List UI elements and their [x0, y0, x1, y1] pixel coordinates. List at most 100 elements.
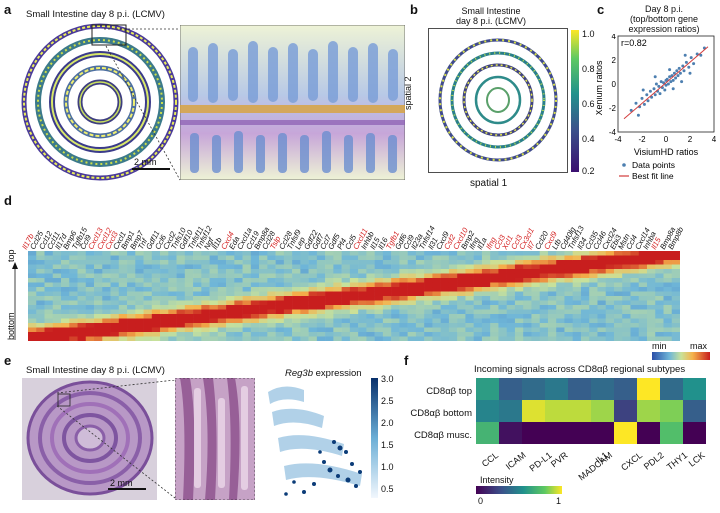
heatmap-cell — [481, 296, 491, 301]
heatmap-cell — [440, 323, 450, 328]
heatmap-cell — [473, 332, 483, 337]
heatmap-cell — [168, 314, 177, 319]
heatmap-cell — [143, 287, 153, 292]
heatmap-cell — [52, 255, 62, 261]
heatmap-cell — [457, 282, 466, 288]
heatmap-cell — [481, 336, 491, 341]
heatmap-cell — [176, 255, 186, 261]
heatmap-cell — [234, 300, 243, 306]
heatmap-cell — [605, 287, 615, 292]
heatmap-cell — [415, 300, 425, 306]
heatmap-cell — [457, 291, 466, 297]
f-col-label: THY1 — [664, 450, 689, 473]
heatmap-cell — [630, 255, 640, 261]
heatmap-cell — [523, 318, 532, 324]
heatmap-cell — [102, 282, 111, 288]
heatmap-cell — [399, 305, 408, 310]
heatmap-cell — [316, 264, 326, 270]
legend-points-marker — [622, 163, 626, 167]
heatmap-cell — [539, 305, 549, 310]
heatmap-cell — [69, 255, 78, 261]
heatmap-cell — [36, 282, 45, 288]
heatmap-cell — [407, 318, 417, 324]
heatmap-cell — [556, 251, 565, 256]
heatmap-cell — [94, 287, 103, 292]
heatmap-cell — [94, 264, 103, 270]
he-zoom-connector — [57, 380, 176, 499]
heatmap-cell — [382, 264, 392, 270]
heatmap-cell — [275, 327, 285, 333]
heatmap-cell — [160, 309, 169, 315]
heatmap-cell — [630, 260, 640, 265]
heatmap-cell — [52, 323, 62, 328]
heatmap-cell — [564, 260, 574, 265]
heatmap-cell — [440, 273, 450, 279]
heatmap-cell — [622, 314, 631, 319]
scatter-point — [683, 53, 687, 57]
heatmap-cell — [564, 269, 574, 274]
heatmap-cell — [209, 260, 219, 265]
heatmap-cell — [580, 251, 590, 256]
heatmap-cell — [292, 269, 301, 274]
heatmap-cell — [143, 300, 153, 306]
heatmap-cell — [399, 260, 408, 265]
heatmap-cell — [490, 282, 499, 288]
heatmap-cell — [168, 269, 177, 274]
heatmap-cell — [168, 305, 177, 310]
heatmap-cell — [77, 269, 87, 274]
heatmap-cell — [85, 327, 95, 333]
heatmap-cell — [209, 332, 219, 337]
heatmap-cell — [424, 273, 433, 279]
heatmap-cell — [259, 255, 268, 261]
heatmap-cell — [127, 332, 136, 337]
heatmap-cell — [399, 255, 408, 261]
heatmap-cell — [85, 291, 95, 297]
heatmap-cell — [160, 251, 169, 256]
heatmap-cell — [85, 269, 95, 274]
heatmap-cell — [226, 291, 235, 297]
heatmap-cell — [267, 309, 276, 315]
heatmap-cell — [234, 332, 243, 337]
heatmap-cell — [349, 287, 359, 292]
heatmap-cell — [110, 273, 120, 279]
heatmap-cell — [283, 255, 293, 261]
heatmap-cell — [102, 251, 111, 256]
heatmap-cell — [160, 278, 169, 283]
heatmap-cell — [646, 264, 656, 270]
heatmap-cell — [481, 287, 491, 292]
heatmap-cell — [531, 318, 540, 324]
heatmap-cell — [341, 314, 351, 319]
heatmap-cell — [407, 269, 417, 274]
heatmap-cell — [638, 323, 648, 328]
heatmap-cell — [572, 255, 582, 261]
heatmap-cell — [490, 273, 499, 279]
heatmap-cell — [481, 251, 491, 256]
heatmap-cell — [605, 336, 615, 341]
heatmap-cell — [127, 314, 136, 319]
heatmap-cell — [135, 255, 144, 261]
heatmap-cell — [564, 264, 574, 270]
heatmap-cell — [391, 269, 400, 274]
scatter-point — [680, 80, 684, 84]
heatmap-cell — [69, 300, 78, 306]
heatmap-cell — [605, 255, 615, 261]
heatmap-cell — [556, 318, 565, 324]
heatmap-cell — [349, 318, 359, 324]
heatmap-cell — [498, 336, 507, 341]
heatmap-cell — [316, 332, 326, 337]
heatmap-cell — [572, 264, 582, 270]
heatmap-cell — [325, 323, 334, 328]
scatter-point — [670, 74, 674, 78]
heatmap-cell — [267, 251, 276, 256]
heatmap-cell — [531, 291, 540, 297]
signal-heatmap-cell — [614, 400, 638, 423]
heatmap-cell — [415, 323, 425, 328]
heatmap-cell — [28, 273, 37, 279]
heatmap-cell — [333, 269, 342, 274]
heatmap-cell — [638, 314, 648, 319]
heatmap-cell — [655, 300, 664, 306]
heatmap-cell — [94, 255, 103, 261]
heatmap-cell — [465, 336, 474, 341]
heatmap-cell — [638, 251, 648, 256]
heatmap-cell — [110, 287, 120, 292]
